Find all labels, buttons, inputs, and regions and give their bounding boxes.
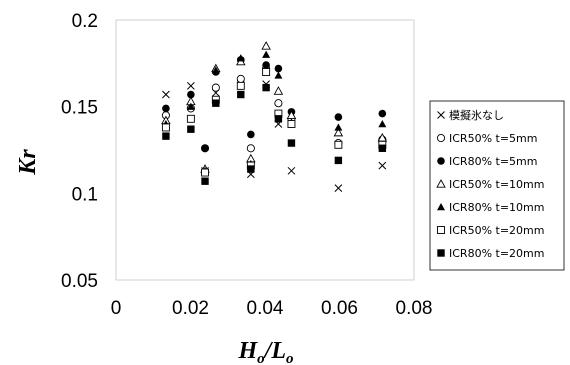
x-axis-label-slash: /L xyxy=(263,338,286,364)
legend-label: ICR50% t=20mm xyxy=(449,224,544,237)
x-axis-ticks: 0 0.02 0.04 0.06 0.08 xyxy=(111,298,433,319)
data-point-square-open xyxy=(201,168,209,177)
x-axis-label: Ho/Lo xyxy=(238,338,294,365)
data-point-triangle-filled xyxy=(186,102,195,110)
x-tick-label: 0.06 xyxy=(321,298,358,319)
x-axis-label-sub1: o xyxy=(257,351,265,365)
data-point-square-open xyxy=(262,68,271,76)
cross-stroke xyxy=(334,184,343,192)
data-point-circle-filled xyxy=(187,90,195,99)
data-point-circle-filled xyxy=(274,64,283,73)
legend-label: 模擬氷なし xyxy=(449,108,504,122)
legend-marker-square-filled xyxy=(437,249,445,257)
data-point-cross xyxy=(378,161,387,170)
data-point-square-filled xyxy=(262,83,270,92)
data-point-circle-open xyxy=(211,83,220,92)
data-point-square-filled xyxy=(334,156,343,165)
cross-stroke xyxy=(287,166,296,175)
x-tick-label: 0.02 xyxy=(172,298,209,319)
data-point-cross xyxy=(287,166,296,175)
data-point-square-open xyxy=(334,140,343,149)
data-point-square-filled xyxy=(237,90,245,99)
legend-marker-circle-filled xyxy=(437,157,445,165)
data-point-square-open xyxy=(186,114,195,123)
data-point-square-filled xyxy=(247,165,255,173)
x-axis-label-sub2: o xyxy=(286,351,294,365)
data-point-circle-open xyxy=(246,144,255,153)
data-point-circle-filled xyxy=(334,113,343,121)
data-point-cross xyxy=(187,82,195,90)
legend-label: ICR50% t=5mm xyxy=(449,132,537,145)
y-tick-label: 0.15 xyxy=(61,98,98,119)
plot-area xyxy=(115,19,415,281)
cross-stroke xyxy=(162,90,170,99)
x-tick-label: 0.08 xyxy=(396,298,433,319)
data-point-cross xyxy=(334,184,343,192)
cross-stroke xyxy=(378,161,387,170)
legend-marker-triangle-open xyxy=(436,179,446,188)
data-point-triangle-filled xyxy=(211,66,220,74)
y-tick-label: 0.1 xyxy=(72,184,98,205)
y-tick-label: 0.05 xyxy=(61,271,98,292)
data-point-square-filled xyxy=(378,144,387,152)
data-point-triangle-filled xyxy=(236,54,245,62)
data-point-cross xyxy=(162,90,170,99)
data-point-square-open xyxy=(161,123,170,132)
data-point-square-filled xyxy=(287,139,296,147)
cross-stroke xyxy=(437,111,445,119)
data-point-square-filled xyxy=(187,125,195,133)
legend-label: ICR80% t=20mm xyxy=(449,247,544,260)
data-point-circle-open xyxy=(236,74,245,83)
data-point-square-filled xyxy=(274,115,283,123)
y-axis-ticks: 0.05 0.1 0.15 0.2 xyxy=(61,11,98,292)
data-point-circle-filled xyxy=(201,144,209,153)
data-point-square-open xyxy=(236,81,245,90)
data-point-triangle-filled xyxy=(262,50,271,58)
y-tick-label: 0.2 xyxy=(72,11,98,32)
data-point-square-filled xyxy=(201,177,209,185)
data-point-circle-filled xyxy=(262,61,270,69)
x-axis-label-h: H xyxy=(238,338,259,364)
data-point-square-filled xyxy=(212,99,220,107)
data-point-triangle-filled xyxy=(274,71,283,79)
legend-label: ICR80% t=5mm xyxy=(449,155,537,168)
legend-label: ICR80% t=10mm xyxy=(449,201,544,214)
y-axis-label: Kr xyxy=(15,149,41,176)
data-point-square-filled xyxy=(162,132,170,140)
data-point-triangle-filled xyxy=(378,120,387,128)
data-point-triangle-open xyxy=(273,86,284,95)
data-point-square-open xyxy=(287,120,296,128)
legend-label: ICR50% t=10mm xyxy=(449,178,544,191)
legend-marker-cross xyxy=(437,111,445,119)
data-point-triangle-filled xyxy=(334,123,343,131)
x-tick-label: 0.04 xyxy=(247,298,284,319)
data-markers xyxy=(161,41,388,192)
legend: 模擬氷なし ICR50% t=5mm ICR80% t=5mm ICR50% t=10… xyxy=(436,108,544,260)
data-point-circle-open xyxy=(274,99,283,108)
data-point-triangle-open xyxy=(261,41,271,50)
data-point-circle-filled xyxy=(247,130,255,139)
legend-marker-circle-open xyxy=(436,133,446,143)
legend-marker-square-open xyxy=(437,226,445,234)
data-point-triangle-open xyxy=(333,127,344,137)
data-point-circle-filled xyxy=(378,109,387,118)
legend-box xyxy=(429,100,565,271)
data-point-circle-filled xyxy=(162,104,170,113)
cross-stroke xyxy=(187,82,195,90)
legend-marker-triangle-filled xyxy=(437,203,445,211)
x-tick-label: 0 xyxy=(111,298,122,319)
